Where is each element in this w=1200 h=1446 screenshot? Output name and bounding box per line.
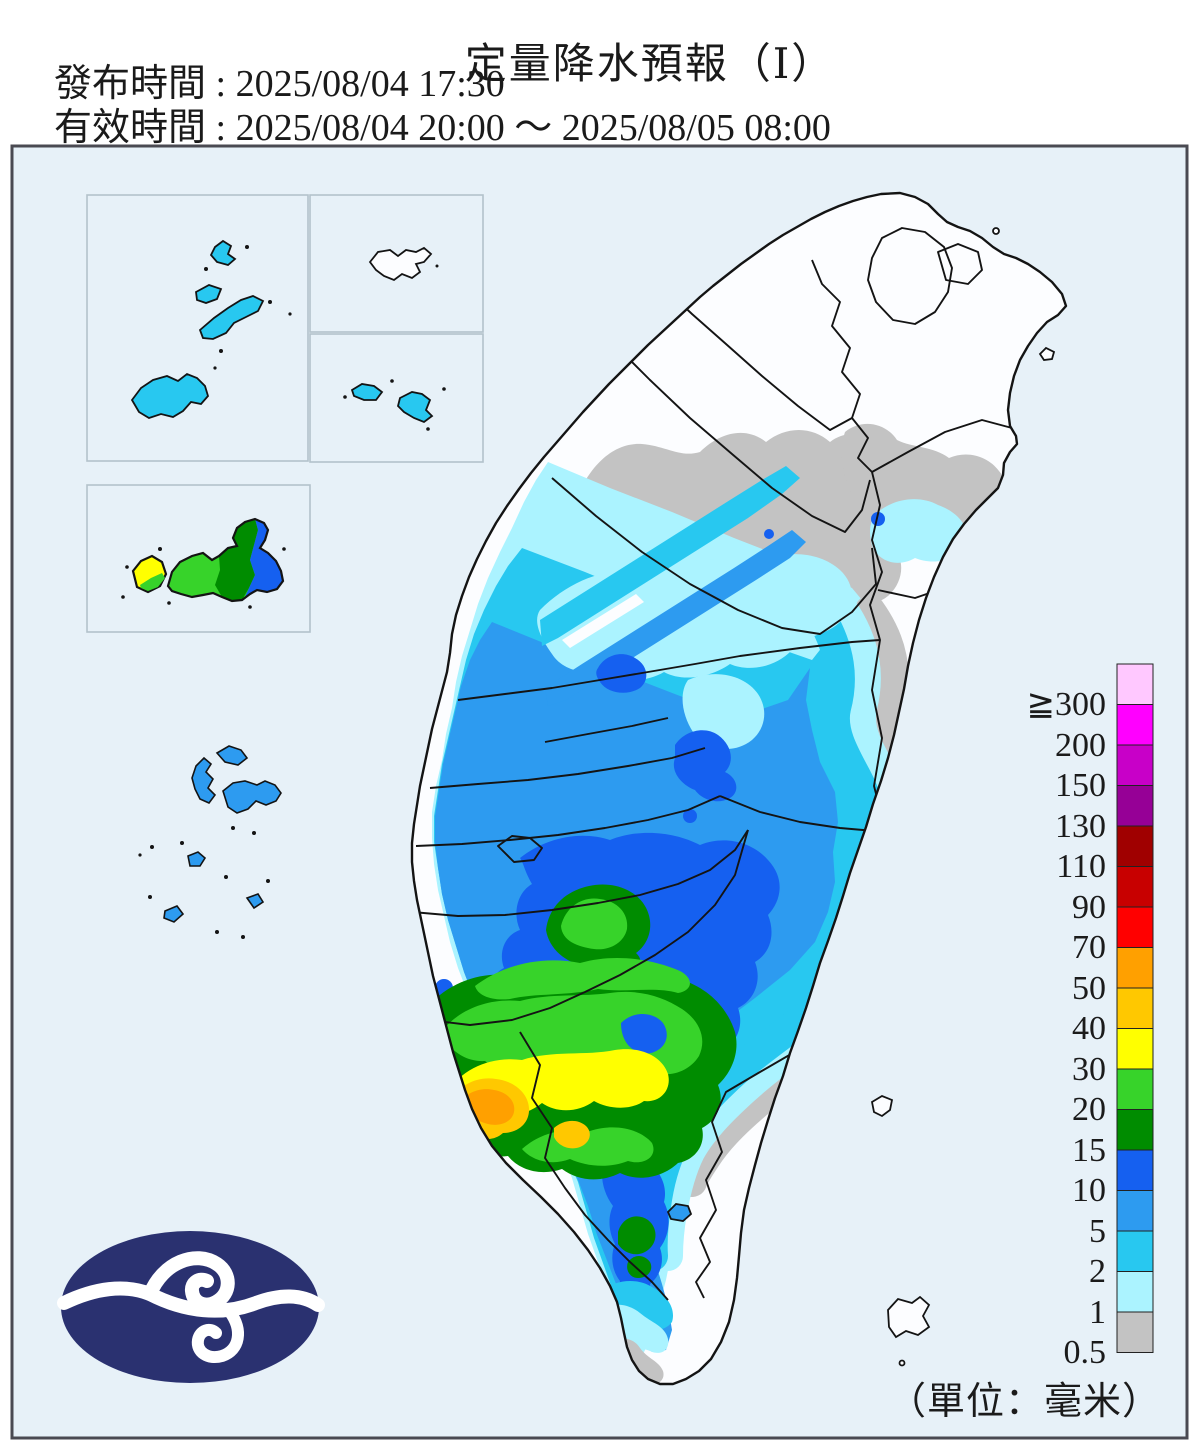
legend-swatch-5 [1116,1190,1154,1232]
legend-swatch-90 [1116,866,1154,908]
green-island [870,1094,894,1118]
inset-juguang-box [309,333,484,463]
legend-swatch-300 [1116,663,1154,705]
legend-swatch-200 [1116,704,1154,746]
legend-swatch-20 [1116,1068,1154,1110]
issued-value: 2025/08/04 17:30 [235,63,505,105]
rain-yellow [439,1049,669,1164]
rain-lightcyan-pocket-lobe [682,674,765,749]
legend-swatch-2 [1116,1230,1154,1272]
kinmen-islets [121,547,286,609]
inset-dongyin-island [368,246,439,282]
legend-label-70: 70 [1072,929,1106,966]
penghu-islands [138,745,282,939]
legend-label-1: 1 [1089,1294,1106,1331]
legend-swatch-150 [1116,744,1154,786]
issued-separator: : [206,63,236,105]
legend-swatch-15 [1116,1109,1154,1151]
valid-separator: : [206,107,236,149]
valid-time-line: 有效時間 : 2025/08/04 20:00 ～ 2025/08/05 08:… [54,96,831,151]
legend-label-5: 5 [1089,1213,1106,1250]
lanyu-islet [898,1359,906,1367]
legend-label-15: 15 [1072,1132,1106,1169]
legend-swatch-1 [1116,1271,1154,1313]
legend-swatch-30 [1116,1028,1154,1070]
legend-swatch-10 [1116,1149,1154,1191]
legend-color-bar [1116,663,1154,1353]
valid-label: 有效時間 [54,107,207,149]
rain-cyan-tongue [540,466,800,646]
legend-swatch-130 [1116,785,1154,827]
legend-label-10: 10 [1072,1172,1106,1209]
taiwan-coastline [410,191,1068,1386]
legend-label-130: 130 [1055,808,1106,845]
inset-dongyin-box [309,194,484,333]
inset-kinmen-box [86,484,311,633]
matsu-islets [204,245,292,370]
legend-swatch-70 [1116,906,1154,948]
xiaoliuqiu-island [666,1203,693,1222]
inset-matsu-box [86,194,309,462]
legend-swatch-110 [1116,825,1154,867]
legend-label-110: 110 [1056,848,1106,885]
cwa-logo-wave [57,1251,325,1363]
legend-label-90: 90 [1072,889,1106,926]
issued-time-line: 發布時間 : 2025/08/04 17:30 [54,52,505,107]
cwa-logo [57,1231,325,1383]
legend-label-30: 30 [1072,1051,1106,1088]
legend-label-50: 50 [1072,970,1106,1007]
inset-boxes [86,194,484,633]
unit-note: （單位：毫米） [888,1381,1162,1423]
rain-darkgreen-peninsula1 [618,1216,656,1255]
legend-label-20: 20 [1072,1091,1106,1128]
rain-darkgreen-peninsula2 [627,1256,652,1278]
legend-label-40: 40 [1072,1010,1106,1047]
legend-swatch-0.5 [1116,1311,1154,1353]
county-boundaries [412,227,1013,1301]
offshore-islands [666,227,1056,1367]
legend-label-0.5: 0.5 [1063,1334,1107,1371]
inset-matsu-islands [130,239,292,419]
guishan-island [1038,346,1056,361]
valid-value: 2025/08/04 20:00 ～ 2025/08/05 08:00 [235,107,831,149]
issued-label: 發布時間 [54,63,207,105]
legend-swatch-40 [1116,987,1154,1029]
legend-swatch-50 [1116,947,1154,989]
legend-label-300: ≧300 [1026,686,1107,723]
inset-juguang-islands [343,379,446,431]
rain-lightcyan-ne-pocket [870,499,967,563]
lanyu-island [887,1295,931,1339]
rain-gold-east [554,1120,590,1149]
rain-blue10-inner2 [621,1014,667,1054]
keelung-islet [992,227,1000,235]
legend-label-2: 2 [1089,1253,1106,1290]
legend-label-150: 150 [1055,767,1106,804]
legend-label-200: 200 [1055,727,1106,764]
page-title: 定量降水預報（Ⅰ） [464,42,836,89]
land-sliver [562,594,644,648]
penghu-islets [138,826,270,939]
